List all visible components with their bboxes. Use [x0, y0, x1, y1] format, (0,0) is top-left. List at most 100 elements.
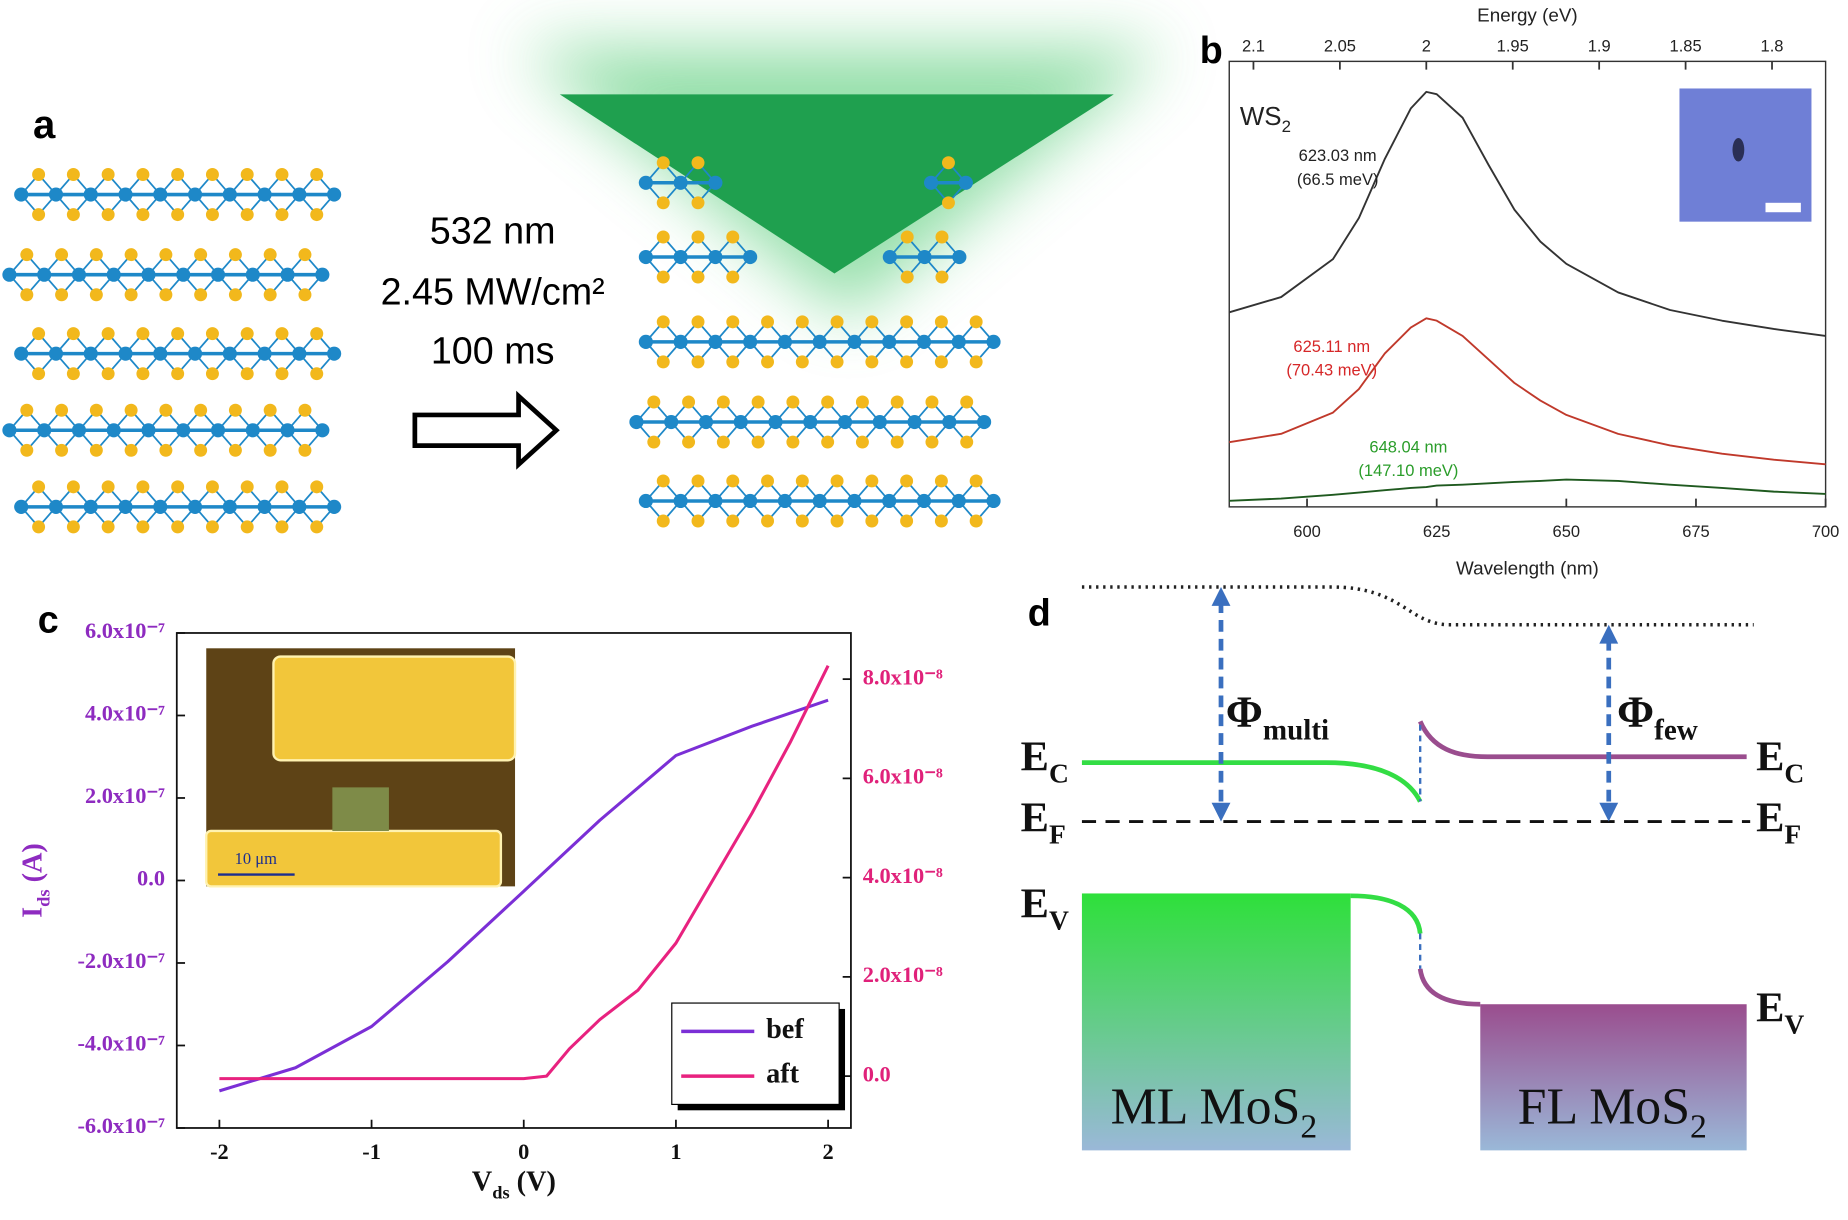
peak-annotation: 648.04 nm [1369, 438, 1447, 456]
x-tick-label: 625 [1423, 523, 1451, 541]
panel-label: b [1200, 29, 1223, 71]
sulfur-atom [101, 367, 115, 381]
sulfur-atom [263, 248, 277, 262]
sulfur-atom [101, 168, 115, 181]
y2-tick-label: 0.0 [863, 1061, 891, 1086]
sample-label-sub: 2 [1282, 117, 1291, 136]
sulfur-atom [171, 367, 185, 381]
x-tick-label: 2 [823, 1139, 834, 1164]
sulfur-atom [136, 168, 150, 181]
metal-atom [292, 346, 307, 361]
sulfur-atom [171, 480, 185, 494]
metal-atom [638, 175, 653, 190]
metal-atom [71, 423, 87, 438]
layer-stacks [2, 156, 1001, 534]
band-level-label-sub: C [1049, 757, 1069, 788]
sulfur-atom [89, 288, 103, 302]
sulfur-atom [136, 327, 150, 341]
metal-atom [777, 493, 792, 509]
sulfur-atom [726, 270, 740, 284]
x-tick-label: 600 [1293, 523, 1321, 541]
panel-label: c [38, 598, 59, 640]
metal-atom [977, 414, 992, 430]
x2-tick-label: 1.85 [1670, 38, 1702, 56]
sulfur-atom [969, 355, 983, 369]
x-axis-title: Wavelength (nm) [1456, 557, 1599, 578]
sulfur-atom [20, 288, 34, 302]
metal-atom [83, 346, 98, 361]
sulfur-atom [865, 315, 879, 329]
sulfur-atom [124, 288, 138, 302]
sulfur-atom [925, 435, 939, 449]
sulfur-atom [205, 208, 219, 222]
sulfur-atom [310, 327, 324, 341]
x-tick-label: 675 [1682, 523, 1710, 541]
metal-atom [327, 346, 342, 361]
sulfur-atom [795, 355, 809, 369]
x2-tick-label: 1.9 [1588, 38, 1611, 56]
band-level-label-sub: V [1049, 904, 1069, 935]
sulfur-atom [726, 315, 740, 329]
metal-atom [777, 334, 792, 349]
sulfur-atom [89, 248, 103, 262]
band-level-label-sub: V [1784, 1008, 1804, 1039]
work-function-label-sub: multi [1263, 714, 1329, 746]
sulfur-atom [751, 395, 765, 409]
x-tick-label: 700 [1812, 523, 1840, 541]
region-label: FL MoS2 [1518, 1078, 1707, 1145]
band-level-label-main: E [1756, 794, 1784, 841]
sulfur-atom [830, 474, 844, 488]
sulfur-atom [20, 248, 34, 262]
x2-tick-label: 2.05 [1324, 38, 1356, 56]
peak-annotation: (66.5 meV) [1297, 171, 1379, 189]
sulfur-atom [101, 208, 115, 222]
x-tick-label: 0 [518, 1139, 529, 1164]
sulfur-atom [171, 208, 185, 222]
metal-atom [280, 423, 295, 438]
metal-atom [708, 249, 723, 265]
sulfur-atom [205, 168, 219, 181]
x-tick-label: 650 [1553, 523, 1581, 541]
y-tick-label: 4.0x10⁻⁷ [85, 701, 165, 726]
metal-atom [245, 267, 260, 282]
metal-atom [106, 423, 121, 438]
device-photo [205, 648, 517, 888]
sulfur-atom [761, 315, 775, 329]
sulfur-atom [66, 367, 80, 381]
sulfur-atom [66, 208, 80, 222]
sulfur-atom [934, 474, 948, 488]
band-diagram [1081, 585, 1754, 1151]
metal-atom [315, 267, 330, 282]
y-tick-label: 2.0x10⁻⁷ [85, 783, 165, 808]
inset-scale-label: 10 μm [235, 849, 277, 868]
metal-atom [673, 493, 688, 509]
sulfur-atom [205, 327, 219, 341]
sulfur-atom [691, 474, 705, 488]
sulfur-atom [32, 520, 46, 534]
sulfur-atom [795, 315, 809, 329]
metal-atom [951, 493, 966, 509]
sulfur-atom [263, 443, 277, 457]
metal-atom [187, 499, 203, 514]
sulfur-atom [935, 230, 949, 244]
metal-atom [917, 249, 932, 265]
sulfur-atom [228, 403, 242, 417]
sulfur-atom [310, 168, 324, 181]
band-level-label-main: E [1021, 733, 1049, 780]
metal-atom [2, 267, 17, 282]
sulfur-atom [795, 474, 809, 488]
metal-atom [222, 346, 237, 361]
sulfur-atom [194, 248, 208, 262]
band-level-label: EF [1756, 794, 1801, 849]
sulfur-atom [228, 443, 242, 457]
x-axis-title: Vds (V) [472, 1167, 556, 1203]
metal-atom [942, 414, 957, 430]
sulfur-atom [275, 480, 289, 494]
sulfur-atom [900, 514, 914, 528]
x-tick-label: 1 [670, 1139, 681, 1164]
metal-atom [986, 493, 1001, 509]
metal-atom [733, 414, 748, 430]
sulfur-atom [171, 520, 185, 534]
metal-atom [327, 499, 342, 514]
sulfur-atom [691, 355, 705, 369]
